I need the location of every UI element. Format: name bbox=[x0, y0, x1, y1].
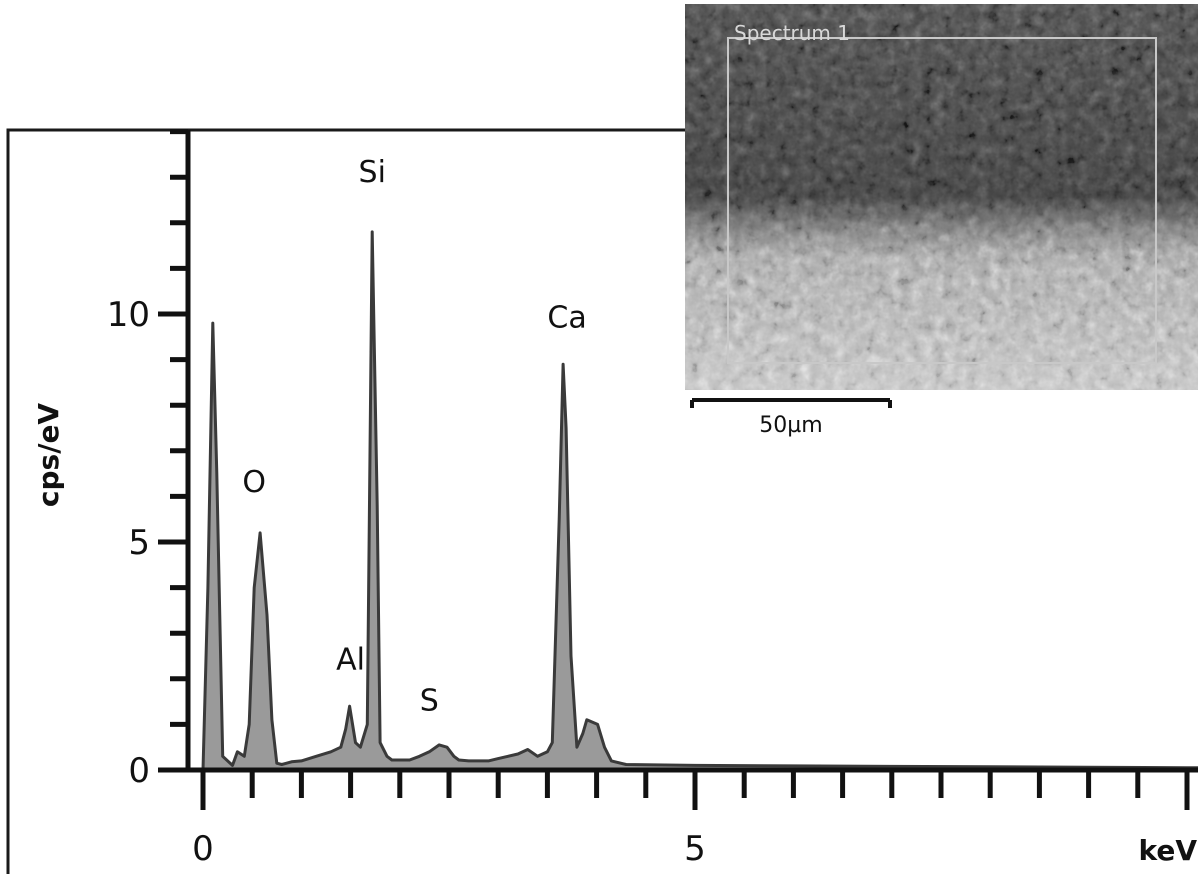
y-tick-label: 10 bbox=[107, 295, 150, 335]
sem-image-shading bbox=[685, 4, 1198, 390]
peak-label: O bbox=[242, 465, 266, 500]
y-tick-label: 0 bbox=[128, 751, 150, 791]
y-axis-title: cps/eV bbox=[32, 403, 65, 508]
x-tick-label: 5 bbox=[684, 829, 706, 869]
sem-micrograph-inset: Spectrum 1 50µm bbox=[685, 4, 1198, 438]
spectrum-region-label: Spectrum 1 bbox=[734, 21, 850, 45]
peak-label: Al bbox=[336, 643, 365, 678]
scale-bar-label: 50µm bbox=[759, 413, 822, 438]
peak-label: Si bbox=[359, 155, 386, 190]
peak-label: S bbox=[420, 684, 439, 719]
x-axis-title: keV bbox=[1138, 834, 1197, 867]
y-tick-label: 5 bbox=[128, 523, 150, 563]
peak-label: Ca bbox=[547, 301, 586, 336]
x-tick-label: 0 bbox=[192, 829, 214, 869]
